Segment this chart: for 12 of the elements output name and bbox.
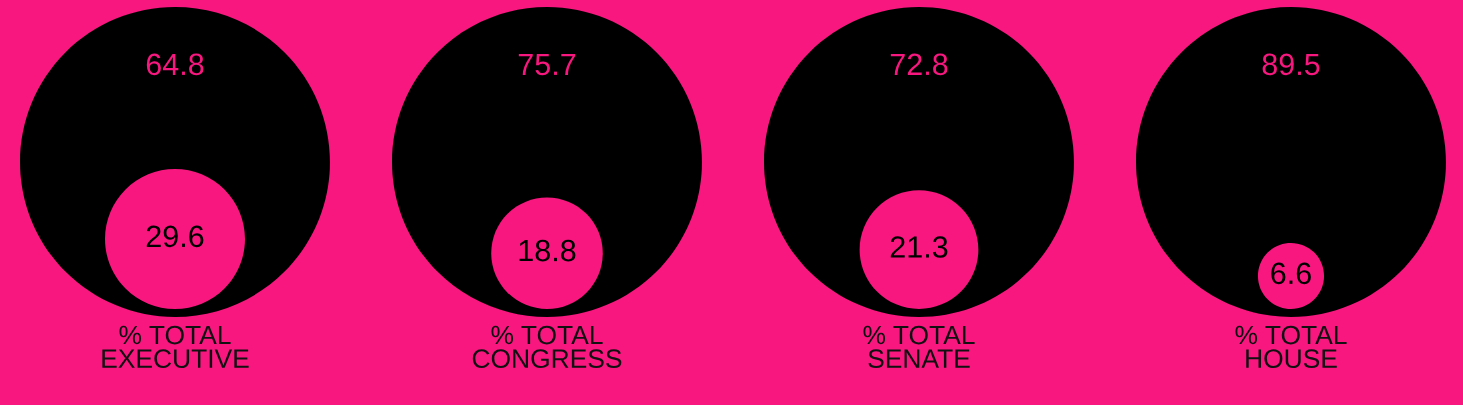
data-label: 64.8 bbox=[146, 53, 204, 76]
data-label: 6.6 bbox=[1271, 262, 1311, 285]
category-label: % TOTAL CONGRESS bbox=[472, 325, 622, 369]
data-label: 21.3 bbox=[890, 236, 948, 258]
data-label: 72.8 bbox=[890, 53, 948, 76]
category-label: % TOTAL SENATE bbox=[863, 325, 975, 369]
data-label: 18.8 bbox=[519, 239, 576, 262]
data-label: 75.7 bbox=[518, 53, 576, 76]
data-label: 29.6 bbox=[146, 225, 204, 248]
category-label: % TOTAL HOUSE bbox=[1235, 325, 1347, 369]
data-label: 89.5 bbox=[1262, 53, 1320, 76]
category-label: % TOTAL EXECUTIVE bbox=[102, 325, 249, 369]
